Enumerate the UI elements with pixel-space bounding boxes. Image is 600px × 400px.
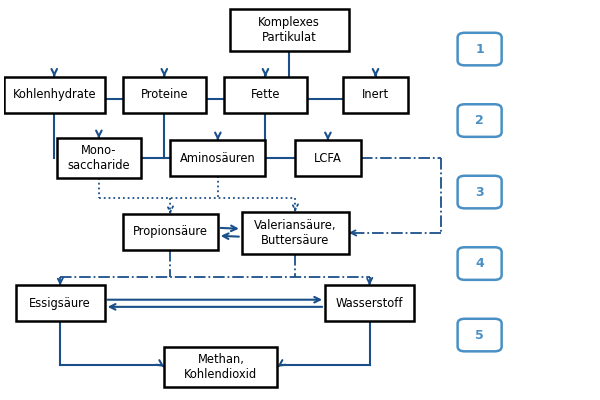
Text: Valeriansäure,
Buttersäure: Valeriansäure, Buttersäure [254, 219, 337, 247]
Text: 1: 1 [475, 42, 484, 56]
FancyBboxPatch shape [170, 140, 265, 176]
FancyBboxPatch shape [458, 176, 502, 208]
FancyBboxPatch shape [16, 286, 105, 321]
FancyBboxPatch shape [230, 9, 349, 51]
FancyBboxPatch shape [458, 319, 502, 351]
Text: Inert: Inert [362, 88, 389, 101]
FancyBboxPatch shape [122, 77, 206, 113]
Text: Kohlenhydrate: Kohlenhydrate [13, 88, 96, 101]
Text: 4: 4 [475, 257, 484, 270]
FancyBboxPatch shape [57, 138, 140, 178]
FancyBboxPatch shape [325, 286, 414, 321]
Text: Proteine: Proteine [140, 88, 188, 101]
FancyBboxPatch shape [224, 77, 307, 113]
Text: Essigsäure: Essigsäure [29, 297, 91, 310]
Text: 3: 3 [475, 186, 484, 198]
FancyBboxPatch shape [458, 33, 502, 65]
FancyBboxPatch shape [122, 214, 218, 250]
Text: LCFA: LCFA [314, 152, 342, 165]
FancyBboxPatch shape [458, 247, 502, 280]
Text: Aminosäuren: Aminosäuren [180, 152, 256, 165]
Text: Fette: Fette [251, 88, 280, 101]
Text: 2: 2 [475, 114, 484, 127]
FancyBboxPatch shape [295, 140, 361, 176]
FancyBboxPatch shape [343, 77, 408, 113]
Text: 5: 5 [475, 328, 484, 342]
FancyBboxPatch shape [164, 347, 277, 387]
Text: Mono-
saccharide: Mono- saccharide [68, 144, 130, 172]
Text: Propionsäure: Propionsäure [133, 225, 208, 238]
Text: Wasserstoff: Wasserstoff [336, 297, 403, 310]
FancyBboxPatch shape [242, 212, 349, 254]
Text: Komplexes
Partikulat: Komplexes Partikulat [259, 16, 320, 44]
Text: Methan,
Kohlendioxid: Methan, Kohlendioxid [184, 353, 257, 381]
FancyBboxPatch shape [4, 77, 105, 113]
FancyBboxPatch shape [458, 104, 502, 137]
